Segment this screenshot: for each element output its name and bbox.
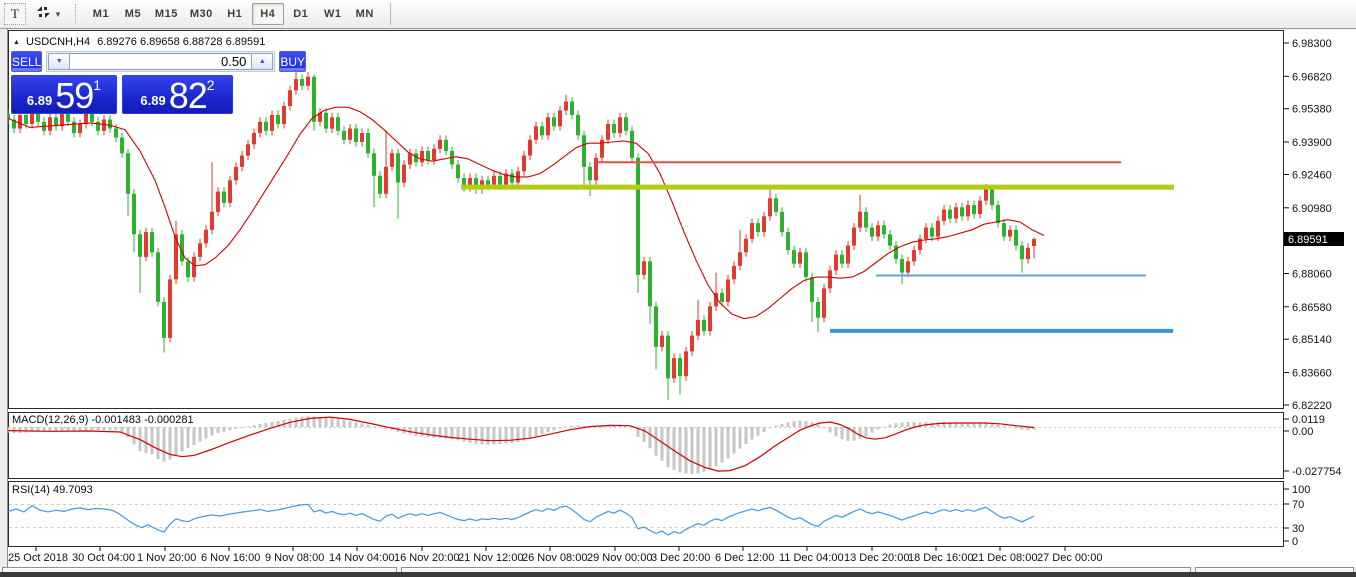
svg-text:6.93900: 6.93900 — [1292, 137, 1332, 149]
sell-price-prefix: 6.89 — [26, 93, 53, 108]
arrows-tool-icon — [36, 5, 51, 24]
svg-text:9 Nov 08:00: 9 Nov 08:00 — [265, 552, 324, 564]
moving-average-line — [7, 106, 1045, 320]
toolbar: T ▼ M1 M5 M15 M30 H1 H4 D1 W1 MN — [0, 0, 1356, 29]
svg-text:1 Nov 20:00: 1 Nov 20:00 — [137, 552, 196, 564]
tab-timeframe-m15[interactable]: M15 — [154, 8, 178, 20]
minimized-chart-window[interactable] — [2, 567, 397, 576]
svg-text:3 Dec 20:00: 3 Dec 20:00 — [651, 552, 710, 564]
tab-timeframe-h4[interactable]: H4 — [251, 3, 284, 25]
timeframe-group: M1 M5 M15 M30 H1 H4 D1 W1 MN — [86, 3, 382, 25]
svg-text:6.95380: 6.95380 — [1292, 104, 1332, 116]
buy-price-prefix: 6.89 — [140, 93, 166, 108]
buy-price-point: 2 — [206, 77, 215, 93]
svg-text:27 Dec 00:00: 27 Dec 00:00 — [1037, 552, 1102, 564]
volume-increase-button[interactable]: ▲ — [251, 53, 274, 70]
svg-text:13 Dec 20:00: 13 Dec 20:00 — [844, 552, 909, 564]
svg-text:6.88060: 6.88060 — [1292, 269, 1332, 281]
buy-price-quote[interactable]: 6.89 82 2 — [122, 75, 233, 114]
tab-timeframe-m1[interactable]: M1 — [92, 8, 110, 20]
volume-decrease-button[interactable]: ▼ — [48, 53, 71, 70]
buy-price-pips: 82 — [168, 75, 208, 116]
svg-text:6.85140: 6.85140 — [1292, 334, 1332, 346]
chevron-down-icon[interactable]: ▼ — [54, 9, 62, 19]
symbol-timeframe-label: USDCNH,H4 — [25, 36, 91, 48]
tab-timeframe-m5[interactable]: M5 — [124, 8, 142, 20]
sell-price-pips: 59 — [55, 75, 94, 116]
current-price-badge: 6.89591 — [1284, 232, 1344, 246]
one-click-trading-panel: SELL ▼ ▲ BUY 6.89 59 1 6.89 82 2 — [11, 51, 307, 114]
tab-timeframe-d1[interactable]: D1 — [293, 8, 309, 20]
horizontal-lines — [461, 161, 1174, 333]
tab-timeframe-h1[interactable]: H1 — [227, 8, 243, 20]
minimized-chart-window[interactable] — [401, 567, 1191, 576]
candlesticks — [6, 71, 1036, 400]
window-bottom-edge — [0, 572, 1356, 577]
svg-text:100: 100 — [1292, 484, 1310, 496]
svg-text:6.83660: 6.83660 — [1292, 368, 1332, 380]
svg-text:6 Dec 12:00: 6 Dec 12:00 — [715, 552, 774, 564]
macd-indicator-label: MACD(12,26,9) -0.001483 -0.000281 — [12, 414, 194, 426]
svg-text:6.82220: 6.82220 — [1292, 400, 1332, 412]
minimized-chart-window[interactable] — [1195, 567, 1354, 576]
svg-text:30 Oct 04:00: 30 Oct 04:00 — [72, 552, 135, 564]
buy-button[interactable]: BUY — [279, 51, 307, 72]
chart-symbol-header: ▲ USDCNH,H4 6.89276 6.89658 6.88728 6.89… — [13, 36, 265, 48]
ohlc-values: 6.89276 6.89658 6.88728 6.89591 — [97, 36, 266, 48]
rsi-panel: 100 70 300 — [7, 484, 1310, 548]
rsi-indicator-label: RSI(14) 49.7093 — [12, 484, 93, 496]
arrows-tool-button[interactable]: ▼ — [34, 4, 64, 25]
svg-text:0.00: 0.00 — [1292, 426, 1313, 438]
svg-text:70: 70 — [1292, 499, 1304, 511]
tab-timeframe-mn[interactable]: MN — [355, 8, 374, 20]
volume-input[interactable] — [70, 53, 252, 70]
svg-text:29 Nov 00:00: 29 Nov 00:00 — [587, 552, 652, 564]
volume-spinner: ▼ ▲ — [46, 51, 276, 72]
svg-text:21 Dec 08:00: 21 Dec 08:00 — [972, 552, 1037, 564]
svg-text:6.92460: 6.92460 — [1292, 169, 1332, 181]
chart-background — [8, 30, 1356, 567]
svg-text:18 Dec 16:00: 18 Dec 16:00 — [908, 552, 973, 564]
svg-text:6.89591: 6.89591 — [1288, 234, 1328, 246]
collapse-panel-icon[interactable]: ▲ — [13, 38, 20, 46]
toolbar-separator — [74, 4, 78, 24]
time-axis[interactable]: 25 Oct 2018 30 Oct 04:00 1 Nov 20:00 6 Nov … — [8, 547, 1102, 564]
svg-text:0: 0 — [1292, 536, 1298, 548]
tab-timeframe-w1[interactable]: W1 — [323, 8, 342, 20]
toolbar-end-separator — [389, 3, 391, 25]
svg-text:30: 30 — [1292, 523, 1304, 535]
sell-price-quote[interactable]: 6.89 59 1 — [11, 75, 117, 114]
svg-text:14 Nov 04:00: 14 Nov 04:00 — [329, 552, 394, 564]
svg-text:6 Nov 16:00: 6 Nov 16:00 — [201, 552, 260, 564]
svg-text:6.98300: 6.98300 — [1292, 38, 1332, 50]
svg-text:6.96820: 6.96820 — [1292, 71, 1332, 83]
text-label-tool-button[interactable]: T — [4, 3, 26, 25]
svg-text:6.86580: 6.86580 — [1292, 302, 1332, 314]
svg-text:25 Oct 2018: 25 Oct 2018 — [8, 552, 68, 564]
svg-text:6.90980: 6.90980 — [1292, 203, 1332, 215]
price-axis[interactable]: 6.98300 6.96820 6.95380 6.93900 6.92460 6.909… — [1284, 38, 1332, 412]
tab-timeframe-m30[interactable]: M30 — [189, 8, 213, 20]
svg-text:16 Nov 20:00: 16 Nov 20:00 — [394, 552, 459, 564]
sell-price-point: 1 — [93, 77, 102, 93]
plot-borders — [8, 30, 1284, 547]
window-left-edge — [0, 29, 8, 567]
svg-text:-0.027754: -0.027754 — [1292, 466, 1342, 478]
svg-text:26 Nov 08:00: 26 Nov 08:00 — [522, 552, 587, 564]
svg-text:0.0119: 0.0119 — [1292, 414, 1325, 426]
svg-text:21 Nov 12:00: 21 Nov 12:00 — [458, 552, 523, 564]
sell-button[interactable]: SELL — [11, 51, 43, 72]
svg-text:11 Dec 04:00: 11 Dec 04:00 — [779, 552, 844, 564]
